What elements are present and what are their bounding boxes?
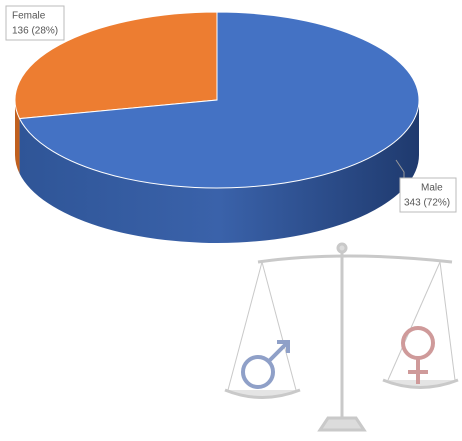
pie [15, 12, 419, 243]
category-label: Male [421, 183, 443, 194]
value-label: 343 (72%) [404, 198, 450, 209]
female-label: Female 136 (28%) [6, 6, 64, 40]
value-label: 136 (28%) [12, 26, 58, 37]
chart: Female 136 (28%) Male 343 (72%) [0, 0, 462, 441]
category-label: Female [12, 11, 46, 22]
scale-illustration [225, 244, 458, 430]
